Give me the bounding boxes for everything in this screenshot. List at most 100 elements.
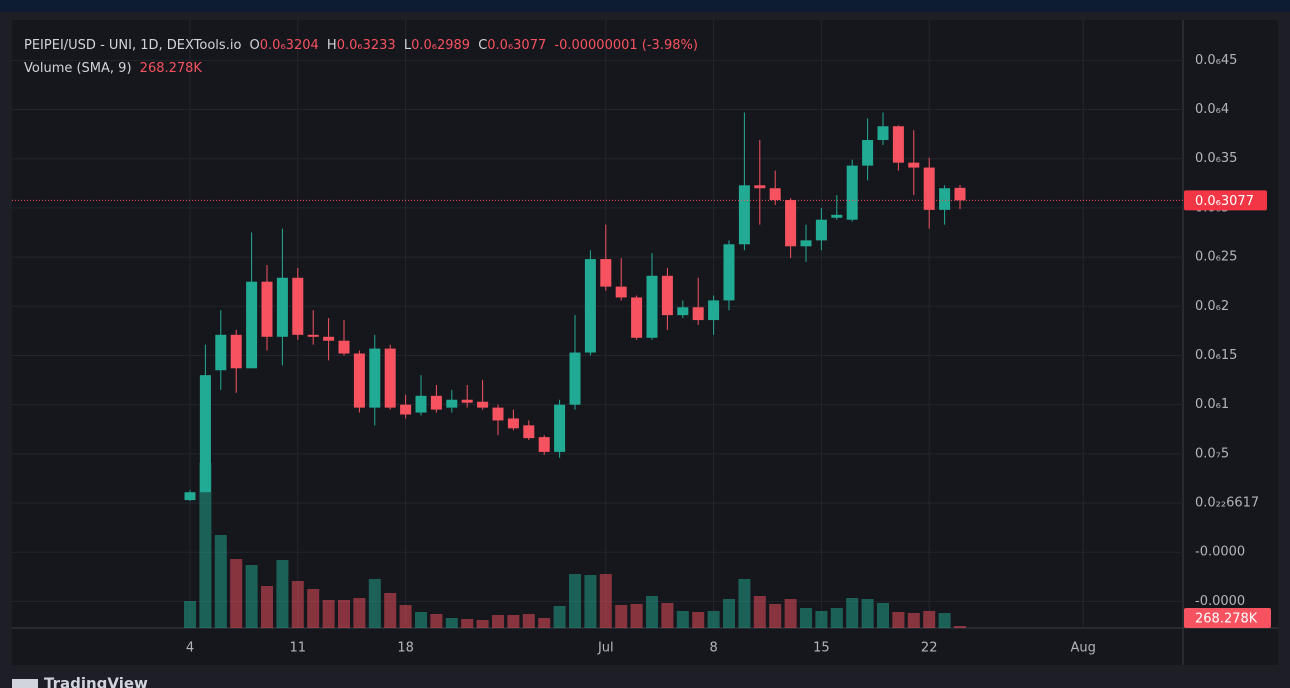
volume-bar	[291, 581, 304, 628]
volume-bar	[830, 608, 843, 628]
x-tick-label: 4	[186, 641, 194, 656]
volume-bar	[923, 611, 936, 628]
y-tick-label: 0.0₆45	[1195, 53, 1237, 68]
y-tick-label: 0.0₆15	[1195, 348, 1237, 363]
ohlc-key: O	[249, 38, 260, 53]
candle-body	[323, 336, 335, 341]
ohlc-value: 0.0₆3233	[336, 38, 396, 53]
ohlc-value: 0.0₆2989	[411, 38, 471, 53]
volume-title: Volume (SMA, 9)	[24, 61, 132, 76]
grid	[12, 20, 1183, 628]
volume-bar	[861, 599, 874, 628]
volume-bar	[507, 615, 520, 628]
brand: TradingView	[44, 675, 148, 688]
y-tick-label: -0.0000	[1195, 545, 1245, 560]
volume-bar	[245, 565, 258, 628]
volume-bar	[615, 605, 628, 628]
candle-body	[400, 404, 412, 415]
candle-body	[584, 259, 596, 353]
volume-bar	[707, 611, 720, 628]
volume-bar	[630, 604, 643, 628]
candle-body	[923, 167, 935, 210]
candle-body	[199, 375, 211, 493]
plot	[12, 112, 1183, 628]
volume-bar	[445, 618, 458, 628]
candle-body	[785, 200, 797, 247]
candle-body	[815, 219, 827, 241]
y-tick-label: 0.0₆25	[1195, 250, 1237, 265]
volume-bar	[261, 586, 273, 628]
candle-body	[184, 492, 196, 501]
volume-bar	[492, 615, 504, 628]
y-tick-label: 0.0₆2	[1195, 299, 1229, 314]
volume-bar	[276, 560, 289, 628]
volume-bar	[338, 600, 350, 628]
brand-logo	[12, 679, 38, 688]
candle-body	[338, 340, 350, 354]
candle-body	[646, 275, 658, 338]
volume-bar	[184, 601, 196, 628]
volume-bar	[569, 574, 581, 628]
candle-body	[677, 307, 689, 316]
volume-bar	[599, 574, 612, 628]
volume-bar	[676, 611, 689, 628]
candle-body	[507, 418, 519, 429]
change: -0.00000001 (-3.98%)	[554, 38, 698, 53]
price-tag-label: 0.0₆3077	[1195, 194, 1254, 209]
candle-body	[446, 399, 458, 408]
volume-bar	[753, 596, 766, 628]
candle-body	[723, 244, 735, 301]
y-tick-label: 0.0₆35	[1195, 151, 1237, 166]
volume-tag-label: 268.278K	[1195, 612, 1258, 627]
candle-body	[261, 281, 273, 337]
volume-bar	[415, 612, 427, 628]
volume-bar	[476, 620, 489, 628]
volume-bar	[784, 599, 797, 628]
candle-body	[738, 185, 750, 245]
top-bar	[0, 0, 1290, 12]
candle-body	[430, 395, 442, 410]
volume-legend: Volume (SMA, 9) 268.278K	[24, 61, 206, 76]
volume-bar	[522, 614, 535, 628]
y-tick-label: 0.0₆4	[1195, 102, 1229, 117]
x-tick-label: 22	[921, 641, 938, 656]
candle-body	[230, 334, 242, 369]
candle-body	[353, 353, 365, 408]
ohlc-key: H	[326, 38, 337, 53]
volume-bar	[214, 535, 227, 628]
volume-bar	[907, 613, 920, 628]
ohlc-value: 0.0₆3077	[487, 38, 547, 53]
volume-bar	[692, 612, 705, 628]
candle-body	[800, 240, 812, 247]
candle-body	[661, 275, 673, 316]
volume-bar	[954, 626, 966, 628]
volume-bar	[846, 598, 859, 628]
volume-bar	[368, 579, 381, 628]
y-tick-label: 0.0₆1	[1195, 397, 1229, 412]
candle-body	[754, 185, 766, 189]
volume-bar	[384, 593, 397, 628]
volume-bar	[738, 579, 751, 628]
candle-body	[307, 334, 319, 337]
candle-body	[215, 334, 227, 371]
candle-body	[631, 297, 643, 338]
candle-body	[892, 126, 904, 163]
candle-body	[939, 188, 951, 210]
volume-bar	[199, 463, 212, 628]
volume-sma-value: 268.278K	[139, 61, 202, 76]
volume-bar	[538, 618, 551, 628]
candle-body	[831, 214, 843, 218]
candle-body	[415, 395, 427, 413]
volume-bar	[815, 611, 828, 628]
candle-body	[877, 126, 889, 141]
candle-body	[769, 188, 781, 201]
volume-bar	[230, 559, 243, 628]
symbol: PEIPEI/USD - UNI, 1D, DEXTools.io	[24, 38, 242, 53]
y-tick-label: 0.0₂₂6617	[1195, 496, 1259, 511]
volume-bar	[399, 605, 412, 628]
candle-body	[523, 425, 535, 439]
candle-body	[292, 277, 304, 335]
volume-bar	[723, 599, 735, 628]
price-tag	[1184, 190, 1267, 211]
